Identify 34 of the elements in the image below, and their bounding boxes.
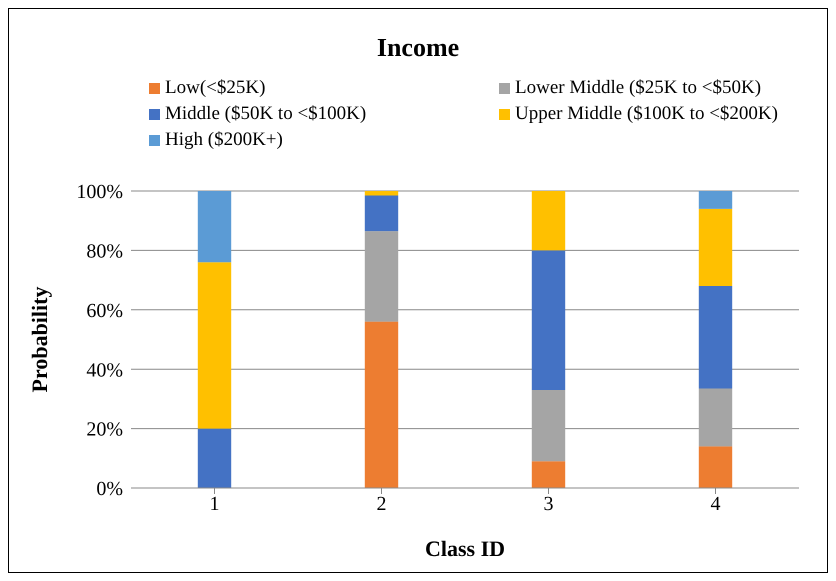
legend-label: Upper Middle ($100K to <$200K) xyxy=(515,103,778,125)
legend-label: Middle ($50K to <$100K) xyxy=(165,103,366,125)
y-axis-title: Probability xyxy=(26,286,52,392)
y-tick-label: 0% xyxy=(96,478,123,500)
chart-title: Income xyxy=(376,33,460,64)
y-tick-label: 80% xyxy=(86,240,123,262)
y-tick-label: 60% xyxy=(86,300,123,322)
bar xyxy=(198,191,232,262)
x-tick-label: 1 xyxy=(210,493,220,516)
y-tick-label: 20% xyxy=(86,418,123,441)
bar xyxy=(698,208,732,286)
bar xyxy=(532,250,566,390)
bar xyxy=(698,446,732,488)
y-tick-label: 40% xyxy=(86,359,123,382)
bar xyxy=(532,191,566,250)
x-axis-title: Class ID xyxy=(424,536,506,561)
bar xyxy=(364,195,398,232)
y-tick-label: 100% xyxy=(76,181,123,204)
x-tick-label: 4 xyxy=(710,493,720,516)
x-tick-label: 2 xyxy=(376,493,386,516)
bar xyxy=(364,231,398,322)
bar xyxy=(364,191,398,196)
bar xyxy=(698,286,732,389)
bar xyxy=(364,322,398,488)
legend-label: Lower Middle ($25K to <$50K) xyxy=(515,77,762,99)
bar xyxy=(698,191,732,209)
bar xyxy=(698,388,732,446)
x-tick-label: 3 xyxy=(544,493,554,516)
legend-label: Low(<$25K) xyxy=(165,77,266,99)
legend-label: High ($200K+) xyxy=(165,129,283,151)
bar xyxy=(198,428,232,488)
bar xyxy=(532,390,566,462)
bar xyxy=(198,262,232,429)
bar xyxy=(532,461,566,488)
